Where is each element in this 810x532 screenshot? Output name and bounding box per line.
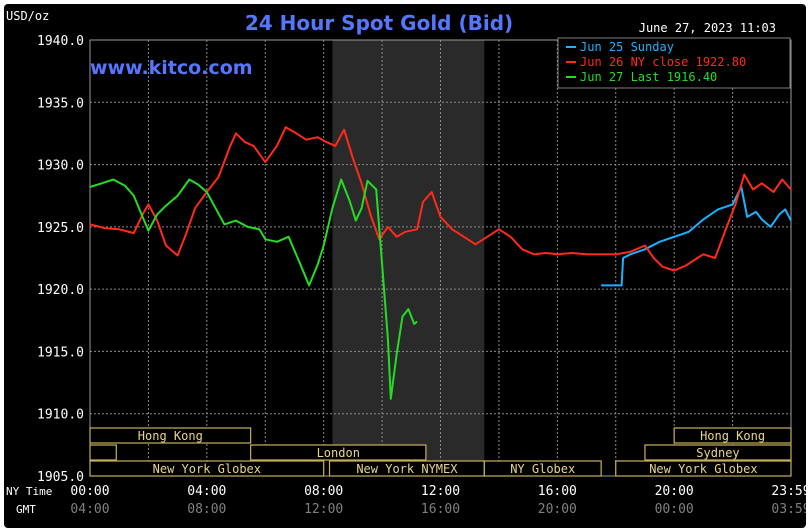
session-bar-label: London: [317, 446, 360, 460]
gmt-tick: 00:00: [655, 502, 694, 517]
ny-time-tick: 20:00: [655, 484, 694, 499]
y-tick-label: 1915.0: [37, 345, 84, 360]
legend-box: [557, 37, 791, 89]
y-tick-label: 1920.0: [37, 283, 84, 298]
ny-time-tick: 00:00: [70, 484, 109, 499]
series-line-1: [601, 186, 792, 287]
session-bars: Hong Kong London New York Globex New York N…: [89, 427, 792, 477]
session-bar-label: New York NYMEX: [356, 462, 458, 476]
gold-price-chart: Hong Kong London New York Globex New York N…: [6, 9, 806, 517]
session-bar-box: [644, 444, 792, 461]
gmt-tick: 20:00: [538, 502, 577, 517]
session-bar-label: New York Globex: [649, 462, 757, 476]
y-tick-label: 1930.0: [37, 159, 84, 174]
session-bar-label: Sydney: [696, 446, 739, 460]
units-label: USD/oz: [6, 9, 49, 23]
session-bar-label: New York Globex: [153, 462, 261, 476]
timestamp: June 27, 2023 11:03: [639, 21, 776, 35]
session-bar: New York Globex: [615, 460, 792, 477]
session-bar-box: [673, 427, 792, 444]
gmt-tick: 04:00: [70, 502, 109, 517]
y-tick-label: 1925.0: [37, 221, 84, 236]
y-tick-label: 1905.0: [37, 470, 84, 485]
session-bar-label: NY Globex: [510, 462, 575, 476]
gmt-tick: 08:00: [187, 502, 226, 517]
legend-entry: Jun 26 NY close 1922.80: [580, 55, 746, 69]
session-bar: New York NYMEX: [328, 460, 485, 477]
session-bar: Sydney: [644, 444, 792, 461]
session-bar-box: [89, 427, 252, 444]
legend-entry: Jun 27 Last 1916.40: [580, 70, 717, 84]
gmt-tick: 12:00: [304, 502, 343, 517]
session-bar-box: [250, 444, 427, 461]
chart-title: 24 Hour Spot Gold (Bid): [245, 11, 513, 35]
y-tick-label: 1935.0: [37, 96, 84, 111]
y-tick-label: 1940.0: [37, 34, 84, 49]
session-bar-box: [89, 444, 117, 461]
ny-time-tick: 12:00: [421, 484, 460, 499]
ny-time-tick: 23:59: [771, 484, 806, 499]
background-layer: [332, 40, 485, 476]
grid-layer: [89, 39, 792, 477]
ny-time-tick: 04:00: [187, 484, 226, 499]
gmt-tick: 16:00: [421, 502, 460, 517]
y-tick-label: 1910.0: [37, 408, 84, 423]
ny-time-tick: 08:00: [304, 484, 343, 499]
series-line-3: [89, 178, 418, 400]
session-bar: Hong Kong: [673, 427, 792, 444]
gmt-label: GMT: [16, 503, 36, 516]
chart-frame: Hong Kong London New York Globex New York N…: [4, 4, 806, 528]
session-bar: New York Globex: [89, 460, 325, 477]
ny-time-tick: 16:00: [538, 484, 577, 499]
watermark: www.kitco.com: [90, 57, 253, 79]
trading-hours-band: [332, 40, 485, 476]
legend-entry: Jun 25 Sunday: [580, 40, 674, 54]
session-bar: London: [250, 444, 427, 461]
session-bar-box: [89, 460, 325, 477]
session-bar-label: Hong Kong: [700, 429, 765, 443]
gmt-tick: 03:59: [771, 502, 806, 517]
series-line-2: [89, 126, 792, 272]
ny-time-label: NY Time: [6, 485, 52, 498]
series-layer: [89, 126, 792, 400]
session-bar-label: Hong Kong: [138, 429, 203, 443]
session-bar: NY Globex: [483, 460, 602, 477]
axis-layer: 1940.0 1935.0 1930.0 1925.0 1920.0 1915.0 1910…: [6, 34, 806, 517]
session-bar-box: [483, 460, 602, 477]
session-bar-box: [615, 460, 792, 477]
session-bar: [89, 444, 117, 461]
session-bar: Hong Kong: [89, 427, 252, 444]
